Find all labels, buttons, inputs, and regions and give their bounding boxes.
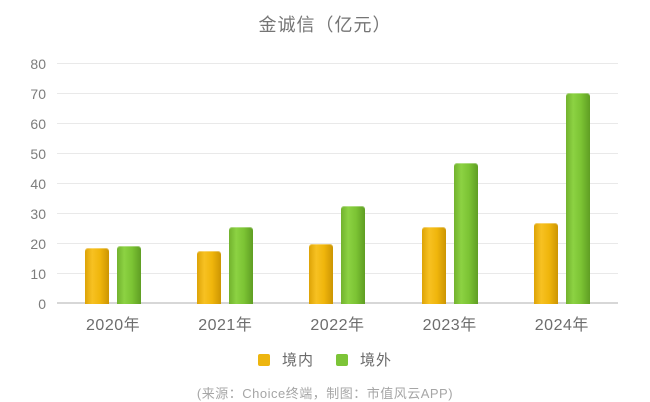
gridline — [57, 213, 618, 214]
x-axis-label: 2022年 — [310, 317, 365, 334]
gridline — [57, 243, 618, 244]
plot-area: 0 10 20 30 40 50 60 70 80 — [30, 56, 618, 312]
bar-groups — [57, 64, 618, 304]
bar-group-2020年 — [85, 64, 142, 304]
x-axis-label: 2023年 — [422, 317, 477, 334]
y-tick-label: 70 — [30, 86, 46, 102]
legend: 境内 境外 — [0, 349, 650, 370]
bar-group-2023年 — [421, 64, 478, 304]
chart-body: 0 10 20 30 40 50 60 70 80 2020年 2021年 2022年 2023年 20… — [0, 56, 650, 335]
gridline — [57, 93, 618, 94]
bar-境内-2021年 — [197, 250, 222, 304]
legend-item-境内: 境内 — [257, 349, 314, 370]
y-tick-label: 50 — [30, 146, 46, 162]
bar-境内-2023年 — [421, 226, 446, 304]
legend-swatch-境外 — [336, 353, 348, 366]
bar-境外-2022年 — [341, 206, 366, 304]
y-tick-label: 10 — [30, 266, 46, 282]
x-axis-label: 2021年 — [198, 317, 253, 334]
gridline — [57, 153, 618, 154]
bar-境外-2020年 — [117, 246, 142, 304]
gridline — [57, 273, 618, 274]
y-tick-label: 80 — [30, 56, 46, 72]
legend-label: 境外 — [360, 352, 393, 369]
x-axis-label: 2020年 — [86, 317, 141, 334]
bar-境内-2020年 — [85, 247, 110, 304]
bar-境外-2023年 — [453, 163, 478, 304]
y-tick-label: 30 — [30, 206, 46, 222]
bar-group-2021年 — [197, 64, 254, 304]
bar-境内-2022年 — [309, 243, 334, 304]
x-axis: 2020年 2021年 2022年 2023年 2024年 — [57, 304, 618, 335]
bar-境外-2021年 — [229, 226, 254, 304]
bar-境内-2024年 — [533, 222, 558, 304]
bar-境外-2024年 — [565, 92, 590, 304]
y-tick-label: 60 — [30, 116, 46, 132]
source-note: (来源：Choice终端，制图：市值风云APP) — [196, 386, 454, 401]
chart-title: 金诚信（亿元） — [258, 15, 392, 35]
legend-label: 境内 — [281, 352, 314, 369]
y-tick-label: 0 — [38, 296, 46, 312]
x-axis-line — [57, 302, 618, 304]
legend-item-境外: 境外 — [336, 349, 392, 370]
legend-swatch-境内 — [257, 353, 270, 366]
gridline — [57, 183, 618, 184]
gridline — [57, 63, 618, 64]
bar-group-2024年 — [533, 64, 590, 304]
bar-group-2022年 — [309, 64, 366, 304]
y-tick-label: 20 — [30, 236, 46, 252]
gridline — [57, 123, 618, 124]
x-axis-label: 2024年 — [534, 317, 589, 334]
y-tick-label: 40 — [30, 176, 46, 192]
